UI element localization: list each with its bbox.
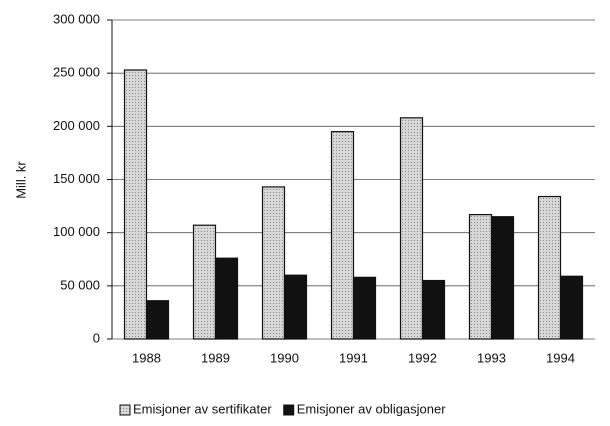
bar [192,224,217,340]
bar [123,69,148,340]
bar [261,186,286,340]
x-tick-label: 1992 [408,350,437,365]
x-tick-label: 1994 [546,350,575,365]
y-axis-label: Mill. kr [13,161,28,199]
legend-swatch [283,404,295,416]
y-tick-label: 200 000 [53,118,100,133]
y-tick-label: 50 000 [60,277,100,292]
bar [330,131,355,340]
bar [468,213,493,340]
legend-swatch [119,404,131,416]
y-tick-label: 150 000 [53,171,100,186]
bar [145,300,170,340]
x-tick-label: 1988 [132,350,161,365]
y-tick-label: 300 000 [53,11,100,26]
legend-label: Emisjoner av sertifikater [133,401,272,416]
x-tick-label: 1993 [477,350,506,365]
bar [421,279,446,340]
bar [537,195,562,340]
bar [214,257,239,340]
x-tick-label: 1990 [270,350,299,365]
bar [490,216,515,340]
y-tick-label: 100 000 [53,224,100,239]
x-tick-label: 1989 [201,350,230,365]
bar [283,274,308,340]
y-tick-label: 0 [93,330,100,345]
y-tick-label: 250 000 [53,65,100,80]
bar [352,276,377,340]
x-tick-label: 1991 [339,350,368,365]
legend-label: Emisjoner av obligasjoner [297,401,447,416]
bar [399,117,424,340]
bar [559,275,584,340]
